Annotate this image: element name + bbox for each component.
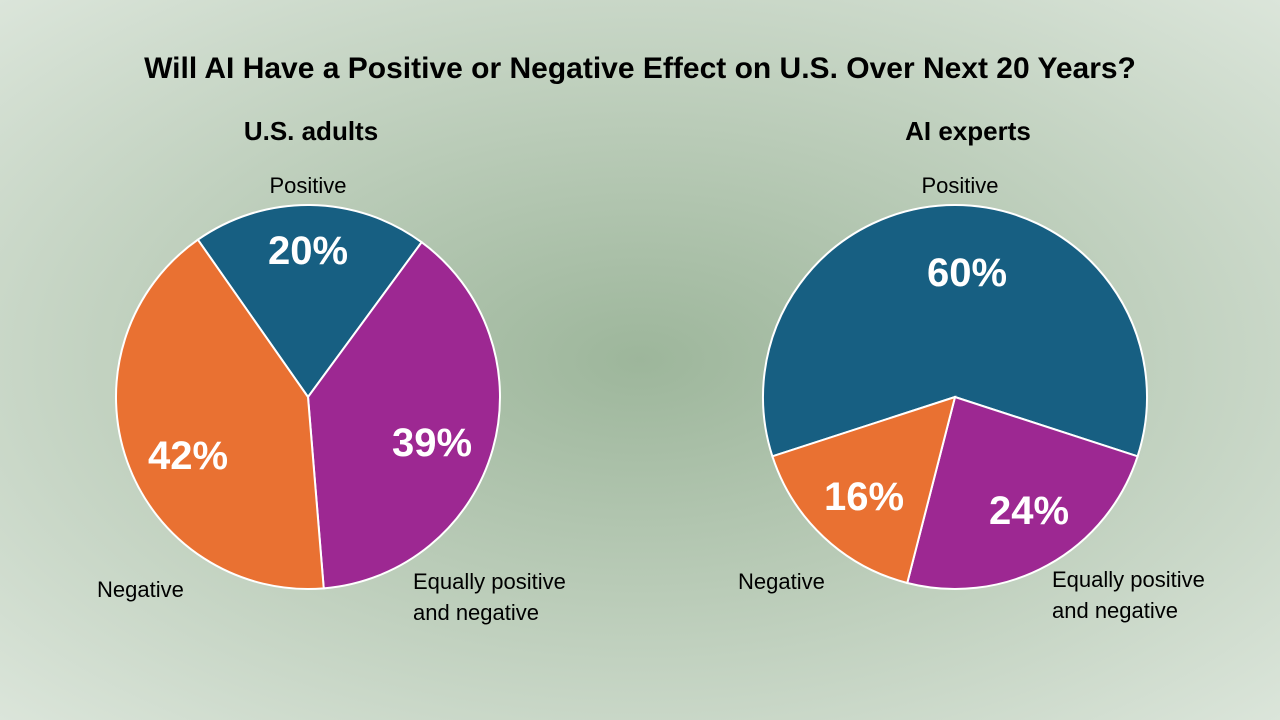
chart-title: Will AI Have a Positive or Negative Effe…	[144, 52, 1136, 85]
value-label-ai-experts-positive: 60%	[927, 251, 1007, 295]
pie-slice-ai-experts-negative	[771, 395, 957, 585]
pie-ai-experts: 60% 24% 16% Positive Equally positive and neg…	[738, 173, 1205, 623]
pie-slice-us-adults-positive	[196, 204, 424, 399]
category-label-ai-experts-positive: Positive	[921, 173, 998, 198]
pie-title-ai-experts: AI experts	[905, 116, 1031, 146]
pie-slice-us-adults-equally-positive-and-negative	[306, 240, 501, 590]
category-label-ai-experts-negative: Negative	[738, 569, 825, 594]
category-label-us-adults-negative: Negative	[97, 577, 184, 602]
pie-us-adults: 20% 39% 42% Positive Equally positive and neg…	[97, 173, 566, 625]
pie-title-us-adults: U.S. adults	[243, 116, 379, 146]
category-label-ai-experts-equally-positive-and-negative: Equally positive and negative	[1052, 567, 1205, 623]
pie-slice-us-adults-negative	[115, 238, 325, 590]
pie-slice-ai-experts-positive	[762, 204, 1148, 458]
pie-slice-ai-experts-equally-positive-and-negative	[906, 395, 1139, 590]
category-label-us-adults-equally-positive-and-negative: Equally positive and negative	[413, 569, 566, 625]
value-label-us-adults-equally-positive-and-negative: 39%	[392, 421, 472, 465]
value-label-ai-experts-negative: 16%	[824, 475, 904, 519]
value-label-ai-experts-equally-positive-and-negative: 24%	[989, 489, 1069, 533]
value-label-us-adults-positive: 20%	[268, 229, 348, 273]
value-label-us-adults-negative: 42%	[148, 434, 228, 478]
category-label-us-adults-positive: Positive	[269, 173, 346, 198]
